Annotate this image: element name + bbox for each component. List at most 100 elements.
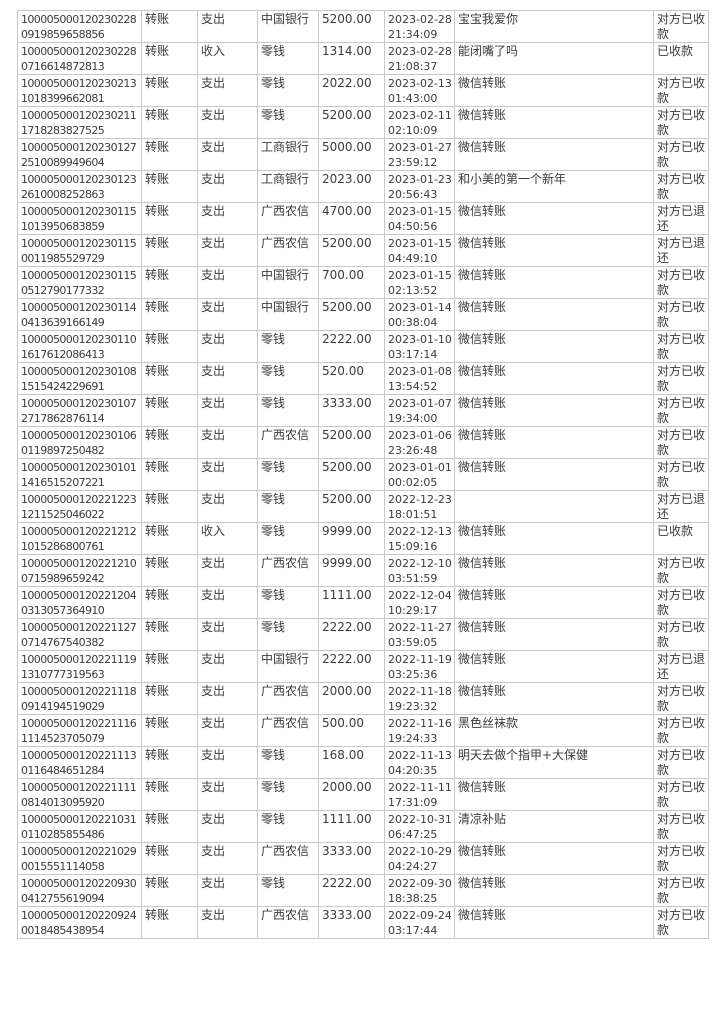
cell-status: 对方已收款 — [653, 906, 709, 939]
table-row: 100005000120230108 1515424229691 转账 支出 零… — [17, 362, 709, 395]
cell-amount: 2222.00 — [318, 874, 385, 907]
table-row: 100005000120221111 0814013095920 转账 支出 零… — [17, 778, 709, 811]
cell-amount: 5200.00 — [318, 426, 385, 459]
table-row: 100005000120230101 1416515207221 转账 支出 零… — [17, 458, 709, 491]
cell-note: 和小美的第一个新年 — [454, 170, 654, 203]
cell-note: 微信转账 — [454, 618, 654, 651]
transaction-id-line1: 100005000120221210 — [21, 557, 137, 570]
cell-transaction-id: 100005000120230211 1718283827525 — [17, 106, 142, 139]
cell-status: 对方已收款 — [653, 554, 709, 587]
date-line: 2022-11-16 — [388, 717, 451, 730]
date-line: 2023-02-28 — [388, 45, 451, 58]
cell-transaction-type: 转账 — [141, 714, 198, 747]
time-line: 04:49:10 — [388, 252, 438, 265]
cell-status: 对方已收款 — [653, 138, 709, 171]
cell-status: 对方已收款 — [653, 394, 709, 427]
date-line: 2023-01-15 — [388, 237, 451, 250]
time-line: 19:24:33 — [388, 732, 438, 745]
cell-note: 微信转账 — [454, 202, 654, 235]
cell-datetime: 2023-01-07 19:34:00 — [384, 394, 455, 427]
transaction-id-line2: 0015551114058 — [21, 860, 105, 873]
cell-status: 对方已收款 — [653, 426, 709, 459]
transaction-id-line1: 100005000120230228 — [21, 45, 137, 58]
transaction-id-line1: 100005000120230106 — [21, 429, 137, 442]
table-row: 100005000120221113 0116484651284 转账 支出 零… — [17, 746, 709, 779]
cell-amount: 520.00 — [318, 362, 385, 395]
cell-transaction-id: 100005000120221029 0015551114058 — [17, 842, 142, 875]
cell-payment-method: 广西农信 — [257, 554, 319, 587]
time-line: 06:47:25 — [388, 828, 438, 841]
table-row: 100005000120230127 2510089949604 转账 支出 工… — [17, 138, 709, 171]
cell-datetime: 2023-02-13 01:43:00 — [384, 74, 455, 107]
transaction-id-line1: 100005000120221204 — [21, 589, 137, 602]
transaction-id-line2: 1114523705079 — [21, 732, 105, 745]
cell-payment-method: 中国银行 — [257, 298, 319, 331]
cell-transaction-id: 100005000120220924 0018485438954 — [17, 906, 142, 939]
transaction-id-line1: 100005000120230115 — [21, 205, 137, 218]
cell-status: 对方已退还 — [653, 490, 709, 523]
table-row: 100005000120221116 1114523705079 转账 支出 广… — [17, 714, 709, 747]
cell-direction: 支出 — [197, 810, 258, 843]
cell-datetime: 2023-02-11 02:10:09 — [384, 106, 455, 139]
table-row: 100005000120221119 1310777319563 转账 支出 中… — [17, 650, 709, 683]
date-line: 2022-09-30 — [388, 877, 451, 890]
transaction-id-line2: 1617612086413 — [21, 348, 105, 361]
cell-datetime: 2023-01-14 00:38:04 — [384, 298, 455, 331]
cell-direction: 支出 — [197, 714, 258, 747]
cell-transaction-id: 100005000120221127 0714767540382 — [17, 618, 142, 651]
transaction-id-line1: 100005000120221031 — [21, 813, 137, 826]
cell-direction: 支出 — [197, 458, 258, 491]
cell-transaction-type: 转账 — [141, 458, 198, 491]
cell-amount: 700.00 — [318, 266, 385, 299]
table-row: 100005000120230110 1617612086413 转账 支出 零… — [17, 330, 709, 363]
cell-note: 微信转账 — [454, 778, 654, 811]
cell-payment-method: 零钱 — [257, 74, 319, 107]
cell-direction: 支出 — [197, 266, 258, 299]
cell-status: 对方已收款 — [653, 714, 709, 747]
cell-transaction-id: 100005000120221031 0110285855486 — [17, 810, 142, 843]
time-line: 04:50:56 — [388, 220, 438, 233]
cell-note: 微信转账 — [454, 266, 654, 299]
transaction-id-line2: 0814013095920 — [21, 796, 105, 809]
time-line: 01:43:00 — [388, 92, 438, 105]
cell-amount: 9999.00 — [318, 522, 385, 555]
time-line: 03:17:44 — [388, 924, 438, 937]
transaction-id-line1: 100005000120230107 — [21, 397, 137, 410]
time-line: 18:38:25 — [388, 892, 438, 905]
time-line: 03:17:14 — [388, 348, 438, 361]
cell-status: 对方已收款 — [653, 266, 709, 299]
transaction-id-line1: 100005000120220924 — [21, 909, 137, 922]
cell-amount: 2222.00 — [318, 330, 385, 363]
table-row: 100005000120220924 0018485438954 转账 支出 广… — [17, 906, 709, 939]
date-line: 2023-01-10 — [388, 333, 451, 346]
transaction-id-line2: 0412755619094 — [21, 892, 105, 905]
date-line: 2022-11-11 — [388, 781, 451, 794]
cell-direction: 支出 — [197, 778, 258, 811]
cell-payment-method: 零钱 — [257, 42, 319, 75]
table-row: 100005000120221118 0914194519029 转账 支出 广… — [17, 682, 709, 715]
date-line: 2022-11-19 — [388, 653, 451, 666]
cell-datetime: 2022-11-13 04:20:35 — [384, 746, 455, 779]
cell-amount: 3333.00 — [318, 906, 385, 939]
cell-datetime: 2022-09-24 03:17:44 — [384, 906, 455, 939]
table-row: 100005000120230115 1013950683859 转账 支出 广… — [17, 202, 709, 235]
cell-payment-method: 广西农信 — [257, 714, 319, 747]
cell-direction: 支出 — [197, 106, 258, 139]
cell-transaction-type: 转账 — [141, 266, 198, 299]
time-line: 13:54:52 — [388, 380, 438, 393]
cell-payment-method: 中国银行 — [257, 10, 319, 43]
cell-transaction-id: 100005000120221119 1310777319563 — [17, 650, 142, 683]
cell-direction: 支出 — [197, 618, 258, 651]
date-line: 2022-10-31 — [388, 813, 451, 826]
cell-note: 微信转账 — [454, 298, 654, 331]
date-line: 2022-10-29 — [388, 845, 451, 858]
cell-amount: 1111.00 — [318, 810, 385, 843]
cell-transaction-id: 100005000120230213 1018399662081 — [17, 74, 142, 107]
cell-note: 微信转账 — [454, 554, 654, 587]
table-row: 100005000120230228 0919859658856 转账 支出 中… — [17, 10, 709, 43]
cell-datetime: 2023-02-28 21:08:37 — [384, 42, 455, 75]
date-line: 2023-01-07 — [388, 397, 451, 410]
cell-status: 对方已收款 — [653, 106, 709, 139]
cell-transaction-id: 100005000120230115 0512790177332 — [17, 266, 142, 299]
cell-note: 黑色丝袜款 — [454, 714, 654, 747]
